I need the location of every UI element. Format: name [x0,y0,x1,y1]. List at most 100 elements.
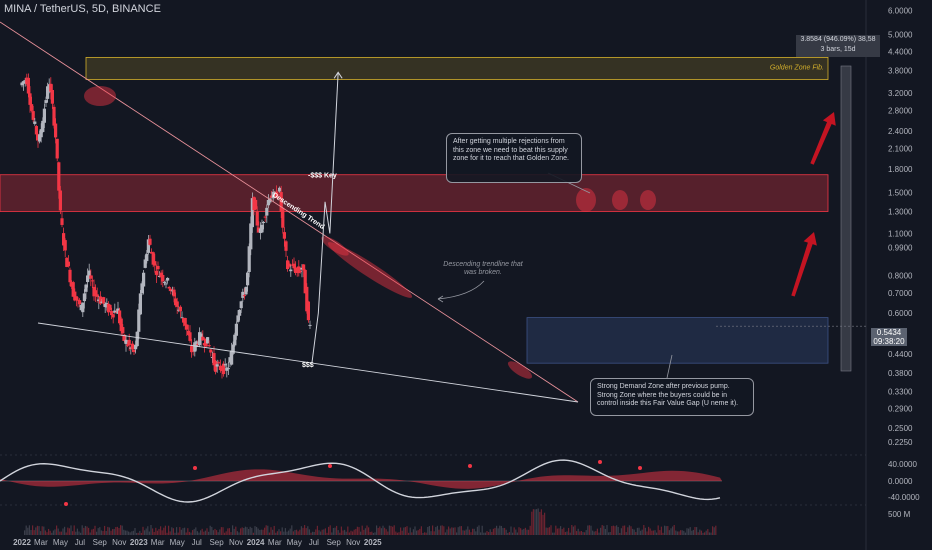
volume-bar [512,532,514,535]
volume-bar [515,529,517,535]
volume-bar [371,531,373,535]
volume-bar [529,525,531,535]
volume-bar [75,531,77,535]
volume-bar [692,529,694,535]
rejection-annotation[interactable]: After getting multiple rejections from t… [446,133,582,183]
candle-body [52,106,56,126]
volume-bar [296,529,298,535]
volume-bar [648,526,650,535]
volume-bar [444,532,446,535]
volume-bar [651,530,653,535]
volume-bar [62,528,64,535]
candle [268,197,272,204]
volume-bar [499,525,501,535]
golden-zone-label: Golden Zone Fib. [770,64,824,71]
x-tick-label: Jul [192,538,202,547]
volume-bar [568,527,570,535]
candle-body [281,207,285,228]
candle-body [292,263,296,269]
volume-bar [595,531,597,535]
volume-bar [353,529,355,535]
volume-bar [318,530,320,535]
volume-bar [523,528,525,535]
candle-body [212,353,216,366]
volume-bar [132,530,134,535]
candle [308,320,312,329]
candle-body [244,286,248,295]
volume-bar [244,526,246,535]
volume-bar [547,527,549,535]
volume-bar [584,532,586,535]
volume-bar [617,527,619,535]
red-arrow-shape [810,112,836,165]
candle [161,269,165,288]
volume-bar [235,526,237,535]
volume-bar [619,532,621,535]
demand-zone-annotation[interactable]: Strong Demand Zone after previous pump. … [590,378,754,416]
volume-bar [548,527,550,535]
volume-bar [336,525,338,535]
volume-bar [313,531,315,535]
candle-body [62,233,66,246]
candle-body [225,367,229,371]
candle-body [154,270,158,275]
volume-bar [686,528,688,535]
volume-bar [262,529,264,535]
volume-bar [256,526,258,535]
volume-bar [305,528,307,535]
volume-bar [420,526,422,535]
volume-bar [364,528,366,535]
candle-body [110,310,114,316]
volume-bar [155,527,157,535]
volume-bar [464,530,466,535]
volume-bar [614,526,616,535]
volume-bar [707,529,709,535]
measure-subtext: 3 bars, 15d [820,46,856,53]
candle-body [209,349,213,353]
candle-body [190,346,194,353]
volume-bar [145,528,147,535]
volume-bar [67,527,69,535]
volume-bar [494,527,496,535]
volume-bar [339,532,341,535]
volume-bar [460,526,462,535]
volume-bar [169,531,171,535]
measure-text: 3.8584 (946.09%) 38,58 [800,36,876,43]
volume-bar [484,532,486,535]
volume-bar [368,527,370,535]
volume-bar [670,528,672,535]
volume-bar [321,529,323,535]
rejection-highlight [327,242,413,298]
volume-bar [366,525,368,535]
volume-bar [251,527,253,535]
candle-body [250,198,254,228]
candle [164,279,168,289]
candle [84,283,88,300]
candle-body [121,327,125,334]
candle-body [34,126,38,135]
y-tick-label: 0.4400 [888,350,913,359]
volume-bar [600,527,602,535]
volume-bar [161,530,163,535]
candle-body [262,222,266,224]
candle-body [105,302,109,308]
volume-tick-label: 500 M [888,510,911,519]
candle-body [255,211,259,226]
volume-bar [220,527,222,535]
volume-bar [198,532,200,535]
volume-bar [635,532,637,535]
volume-bar [348,532,350,535]
volume-bar [598,532,600,535]
volume-bar [696,527,698,535]
volume-bar [36,525,38,535]
last-price-tag: 0.5434 09:38:20 [871,328,907,346]
volume-bar [48,528,50,535]
candle [217,360,221,365]
volume-bar [40,531,42,535]
volume-bar [156,530,158,535]
volume-bar [252,532,254,535]
volume-bar [513,527,515,535]
volume-bar [638,527,640,535]
candle-body [169,288,173,292]
